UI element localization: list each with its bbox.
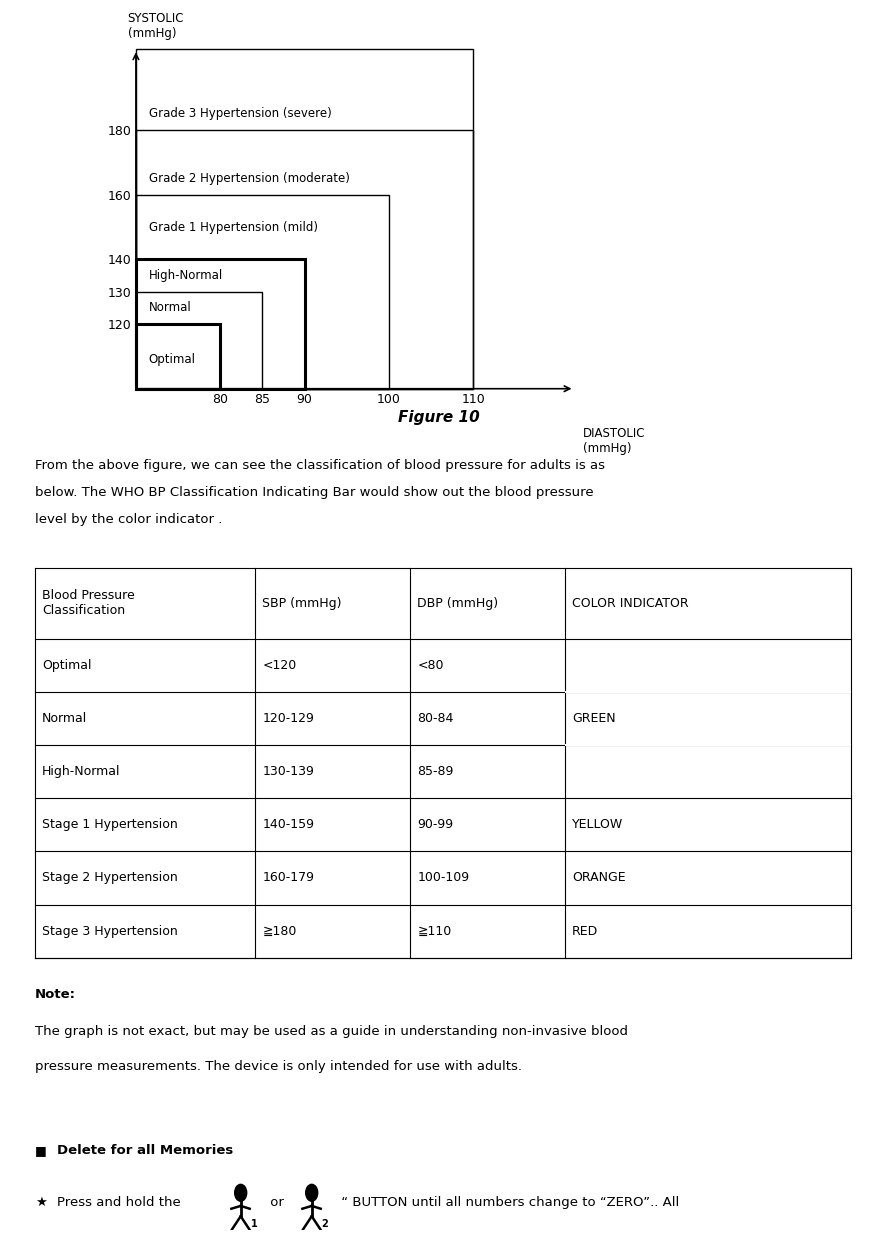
Text: level by the color indicator .: level by the color indicator .: [35, 513, 223, 527]
Text: below. The WHO BP Classification Indicating Bar would show out the blood pressur: below. The WHO BP Classification Indicat…: [35, 486, 594, 500]
Bar: [136, 259, 304, 389]
Text: or: or: [266, 1196, 288, 1209]
Text: Figure 10: Figure 10: [397, 410, 480, 424]
Text: COLOR INDICATOR: COLOR INDICATOR: [572, 597, 688, 610]
Text: <120: <120: [262, 659, 296, 673]
Text: pressure measurements. The device is only intended for use with adults.: pressure measurements. The device is onl…: [35, 1060, 522, 1074]
Text: High-Normal: High-Normal: [42, 765, 121, 779]
Text: Press and hold the: Press and hold the: [57, 1196, 185, 1209]
Text: Blood Pressure
Classification: Blood Pressure Classification: [42, 590, 135, 617]
Bar: [136, 291, 262, 389]
Text: Optimal: Optimal: [148, 353, 196, 366]
Text: Grade 3 Hypertension (severe): Grade 3 Hypertension (severe): [148, 107, 332, 121]
Text: “ BUTTON until all numbers change to “ZERO”.. All: “ BUTTON until all numbers change to “ZE…: [337, 1196, 679, 1209]
Text: 85-89: 85-89: [417, 765, 453, 779]
Text: Grade 1 Hypertension (mild): Grade 1 Hypertension (mild): [148, 221, 317, 233]
Bar: [136, 49, 474, 389]
Text: ≧110: ≧110: [417, 924, 452, 938]
Text: Normal: Normal: [148, 301, 191, 315]
Text: 160-179: 160-179: [262, 871, 314, 885]
Text: High-Normal: High-Normal: [148, 269, 223, 283]
Text: ORANGE: ORANGE: [572, 871, 626, 885]
Text: Delete for all Memories: Delete for all Memories: [57, 1144, 233, 1157]
Text: SBP (mmHg): SBP (mmHg): [262, 597, 342, 610]
Text: 100-109: 100-109: [417, 871, 469, 885]
Text: GREEN: GREEN: [572, 712, 616, 726]
Text: 90-99: 90-99: [417, 818, 453, 832]
Text: Stage 2 Hypertension: Stage 2 Hypertension: [42, 871, 178, 885]
Bar: [136, 325, 220, 389]
Text: Normal: Normal: [42, 712, 88, 726]
Text: ≧180: ≧180: [262, 924, 296, 938]
Circle shape: [235, 1185, 246, 1201]
Bar: [136, 195, 389, 389]
Text: ■: ■: [35, 1144, 46, 1157]
Text: <80: <80: [417, 659, 444, 673]
Text: Note:: Note:: [35, 988, 76, 1002]
Text: 80-84: 80-84: [417, 712, 453, 726]
Text: SYSTOLIC
(mmHg): SYSTOLIC (mmHg): [127, 11, 184, 39]
Text: Optimal: Optimal: [42, 659, 91, 673]
Text: 1: 1: [251, 1219, 257, 1229]
Text: DIASTOLIC
(mmHg): DIASTOLIC (mmHg): [583, 427, 645, 455]
Text: From the above figure, we can see the classification of blood pressure for adult: From the above figure, we can see the cl…: [35, 459, 605, 473]
Text: The graph is not exact, but may be used as a guide in understanding non-invasive: The graph is not exact, but may be used …: [35, 1025, 628, 1039]
Text: Grade 2 Hypertension (moderate): Grade 2 Hypertension (moderate): [148, 172, 349, 185]
Text: YELLOW: YELLOW: [572, 818, 624, 832]
Bar: [136, 130, 474, 389]
Text: 140-159: 140-159: [262, 818, 314, 832]
Text: DBP (mmHg): DBP (mmHg): [417, 597, 498, 610]
Text: RED: RED: [572, 924, 598, 938]
Text: ★: ★: [35, 1196, 47, 1209]
Circle shape: [306, 1185, 317, 1201]
Text: Stage 3 Hypertension: Stage 3 Hypertension: [42, 924, 178, 938]
Text: 2: 2: [322, 1219, 328, 1229]
Text: 130-139: 130-139: [262, 765, 314, 779]
Text: 120-129: 120-129: [262, 712, 314, 726]
Text: Stage 1 Hypertension: Stage 1 Hypertension: [42, 818, 178, 832]
